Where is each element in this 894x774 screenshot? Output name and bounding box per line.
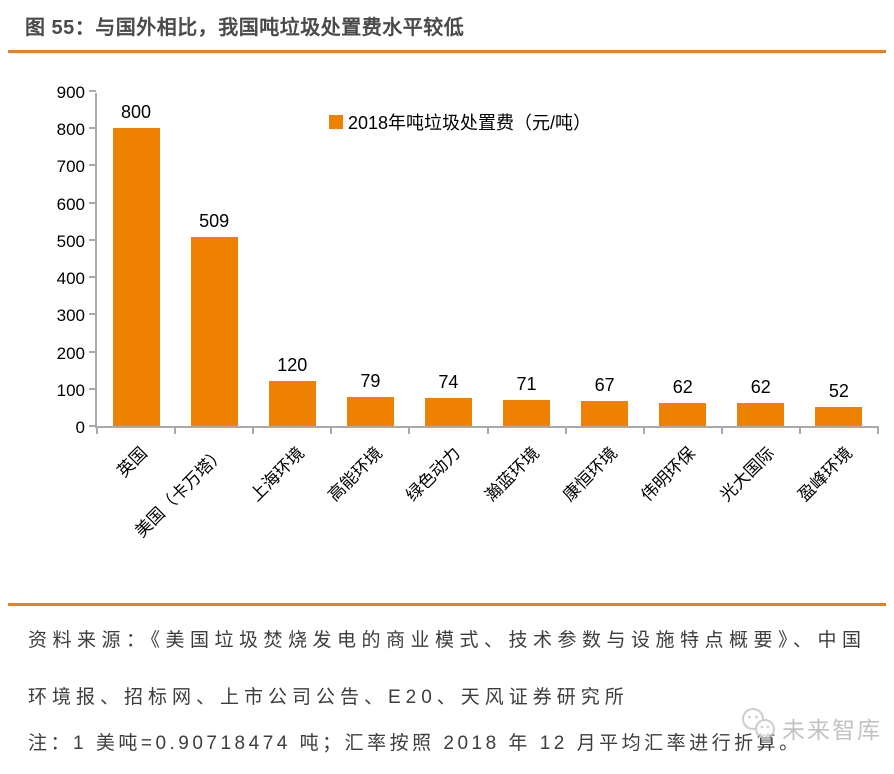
x-category-label: 瀚蓝环境 (481, 443, 543, 506)
y-axis-labels: 0 100 200 300 400 500 600 700 800 900 (0, 83, 85, 437)
bar (424, 398, 472, 426)
bar-chart: 0 100 200 300 400 500 600 700 800 900 800 509 120 79… (0, 53, 894, 603)
y-tick-mark (89, 313, 96, 316)
y-tick-mark (89, 425, 96, 427)
y-tick-label: 600 (56, 194, 85, 214)
y-tick-label: 300 (56, 306, 85, 326)
x-tick-mark (408, 426, 411, 434)
bar (581, 401, 629, 426)
bar-slot: 800 (97, 93, 175, 426)
footer-divider-rule (8, 603, 886, 606)
x-category-label: 上海环境 (246, 443, 308, 506)
figure-title-bar: 图 55：与国外相比，我国吨垃圾处置费水平较低 (0, 0, 894, 50)
bar-slot: 62 (644, 93, 722, 426)
y-tick-mark (89, 127, 96, 130)
y-tick-label: 700 (56, 157, 85, 177)
source-text: 资料来源：《美国垃圾焚烧发电的商业模式、技术参数与设施特点概要》、中国环境报、招… (28, 630, 866, 708)
watermark-label: 未来智库 (782, 716, 882, 743)
bar-value-label: 62 (750, 376, 771, 397)
bar-value-label: 509 (199, 210, 230, 231)
watermark: 未来智库 (738, 707, 882, 748)
bar-slot: 120 (253, 93, 331, 426)
x-category-label: 绿色动力 (402, 443, 465, 506)
bar-value-label: 79 (360, 370, 381, 391)
figure-title: 图 55：与国外相比，我国吨垃圾处置费水平较低 (25, 17, 465, 39)
x-category-label: 伟明环保 (637, 443, 700, 506)
bar-value-label: 120 (277, 355, 308, 376)
bar-slot: 71 (487, 93, 565, 426)
bar (659, 402, 707, 426)
bar-slot: 67 (566, 93, 644, 426)
plot-area: 800 509 120 79 74 71 67 62 62 52 2018年吨垃圾处置费（元/吨） (89, 90, 879, 434)
chart-legend: 2018年吨垃圾处置费（元/吨） (329, 109, 591, 135)
x-tick-mark (486, 426, 489, 434)
y-tick-mark (89, 238, 96, 241)
y-tick-mark (89, 201, 96, 204)
bar-value-label: 62 (672, 376, 693, 397)
bar-value-label: 800 (121, 102, 152, 123)
bars: 800 509 120 79 74 71 67 62 62 52 (97, 93, 878, 426)
y-tick-label: 500 (56, 231, 85, 251)
y-tick-label: 400 (56, 269, 85, 289)
title-divider-rule (8, 50, 886, 53)
x-tick-mark (720, 426, 723, 434)
bar (112, 128, 160, 426)
x-category-label: 康恒环境 (559, 443, 621, 506)
y-tick-label: 100 (56, 380, 85, 400)
bar-value-label: 67 (594, 375, 615, 396)
bar-value-label: 71 (516, 373, 537, 394)
y-tick-mark (89, 350, 96, 353)
x-category-label: 英国 (113, 443, 152, 482)
bar-slot: 62 (722, 93, 800, 426)
y-tick-mark (89, 164, 96, 167)
x-tick-mark (252, 426, 255, 434)
y-tick-label: 0 (75, 418, 85, 437)
x-tick-mark (877, 426, 879, 434)
bar-slot: 79 (331, 93, 409, 426)
y-tick-mark (89, 276, 96, 279)
x-tick-mark (96, 426, 98, 434)
bar-slot: 509 (175, 93, 253, 426)
bar-slot: 52 (800, 93, 878, 426)
x-category-label: 盈峰环境 (794, 443, 856, 506)
bar (268, 381, 316, 426)
bar-value-label: 52 (828, 380, 849, 401)
x-category-label: 高能环境 (324, 443, 387, 506)
legend-label: 2018年吨垃圾处置费（元/吨） (348, 113, 592, 133)
y-tick-mark (89, 387, 96, 390)
x-tick-mark (330, 426, 333, 434)
x-tick-mark (564, 426, 567, 434)
y-tick-mark (89, 90, 96, 92)
legend-swatch-icon (329, 115, 343, 129)
x-tick-mark (174, 426, 177, 434)
bar (346, 396, 394, 426)
x-category-label: 光大国际 (715, 443, 778, 506)
x-tick-mark (642, 426, 645, 434)
figure-footer: 资料来源：《美国垃圾焚烧发电的商业模式、技术参数与设施特点概要》、中国环境报、招… (0, 612, 894, 755)
bar-slot: 74 (409, 93, 487, 426)
bar (190, 236, 238, 426)
y-tick-label: 900 (56, 83, 85, 102)
y-tick-label: 800 (56, 120, 85, 140)
note-text: 注：1 美吨=0.90718474 吨；汇率按照 2018 年 12 月平均汇率… (28, 733, 802, 754)
x-tick-mark (798, 426, 801, 434)
smiley-faces-logo-icon (738, 707, 780, 748)
bar-value-label: 74 (438, 372, 459, 393)
x-axis-labels: 英国 美国（卡万塔） 上海环境 高能环境 绿色动力 瀚蓝环境 康恒环境 伟明环保 光大国际 盈峰环… (95, 430, 878, 595)
bar (815, 406, 863, 426)
y-tick-label: 200 (56, 343, 85, 363)
bar (737, 402, 785, 426)
bar (503, 399, 551, 426)
